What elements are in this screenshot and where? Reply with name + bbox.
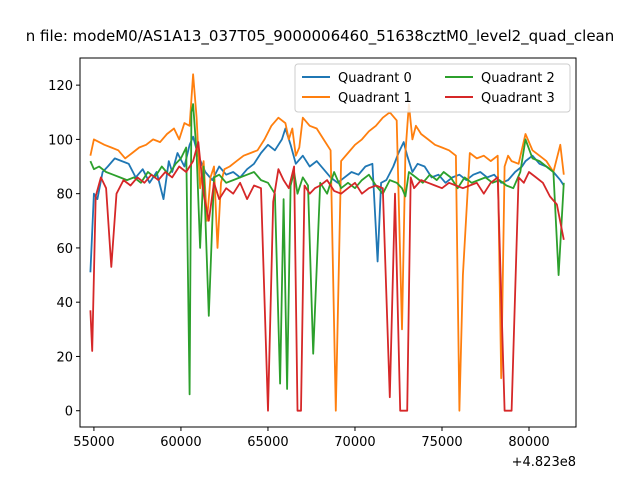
x-tick-label: 65000 [247, 435, 288, 450]
plot-frame [79, 57, 577, 428]
chart-title: n file: modeM0/AS1A13_037T05_9000006460_… [26, 27, 615, 46]
y-tick-label: 60 [56, 242, 73, 257]
y-tick-label: 20 [56, 350, 73, 365]
legend-label: Quadrant 3 [481, 91, 555, 106]
series-line-quadrant-0 [89, 127, 565, 273]
legend-label: Quadrant 2 [481, 71, 555, 86]
x-tick-label: 70000 [334, 435, 375, 450]
y-tick-label: 120 [48, 79, 73, 94]
legend-box [294, 63, 571, 113]
x-tick-label: 60000 [160, 435, 201, 450]
y-tick-label: 80 [56, 188, 73, 203]
y-tick-label: 0 [65, 405, 73, 420]
y-axis: 0 20 40 60 80 100 120 [48, 79, 80, 420]
x-tick-label: 75000 [421, 435, 462, 450]
series-line-quadrant-2 [89, 103, 565, 396]
legend-label: Quadrant 1 [338, 91, 412, 106]
series-layer [89, 73, 565, 412]
legend-label: Quadrant 0 [338, 71, 412, 86]
y-tick-label: 40 [56, 296, 73, 311]
x-tick-label: 80000 [508, 435, 549, 450]
y-tick-label: 100 [48, 133, 73, 148]
series-line-quadrant-1 [89, 73, 565, 412]
x-offset-label: +4.823e8 [512, 455, 576, 470]
x-axis: 55000 60000 65000 70000 75000 80000 [73, 427, 550, 450]
series-line-quadrant-3 [89, 141, 565, 412]
legend: Quadrant 0 Quadrant 1 Quadrant 2 Quadrant 3 [294, 63, 571, 113]
x-tick-label: 55000 [73, 435, 114, 450]
